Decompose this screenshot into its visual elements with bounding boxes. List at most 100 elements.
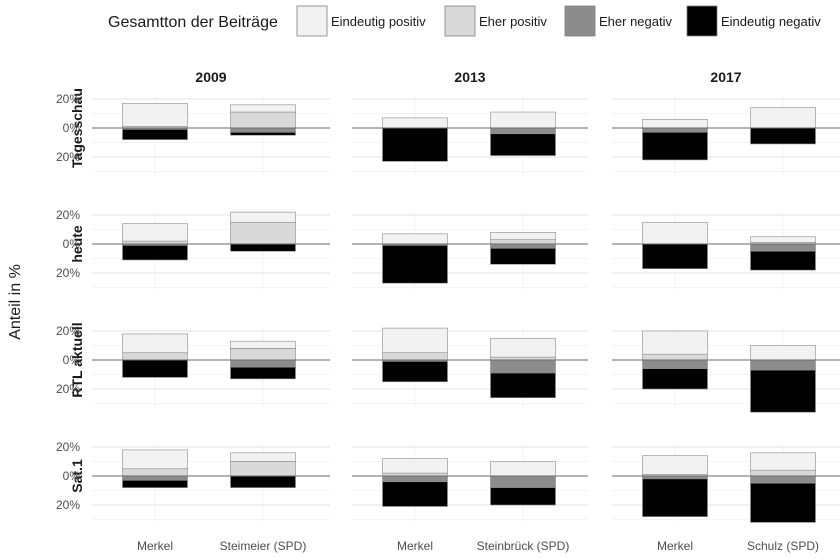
bar-segment-rtl-aktuell-2017-schulz-spd-eindeutig-negativ — [750, 369, 816, 413]
x-tick-label-steimeier-spd: Steimeier (SPD) — [220, 539, 307, 553]
bar-segment-sat-1-2009-merkel-eindeutig-negativ — [122, 480, 188, 488]
bar-segment-rtl-aktuell-2009-steimeier-spd-eindeutig-positiv — [230, 340, 296, 349]
bar-segment-rtl-aktuell-2017-merkel-eher-positiv — [642, 353, 708, 361]
bar-segment-rtl-aktuell-2013-steinbr-ck-spd-eher-negativ — [490, 359, 556, 374]
facet-label-2017: 2017 — [710, 69, 741, 85]
bar-segment-tagesschau-2013-merkel-eindeutig-positiv — [382, 117, 448, 129]
bar-segment-sat-1-2009-merkel-eindeutig-positiv — [122, 449, 188, 470]
legend-swatch-eindeutig-positiv — [296, 5, 328, 37]
bar-segment-sat-1-2017-schulz-spd-eindeutig-negativ — [750, 482, 816, 523]
facet-row-label-heute: heute — [69, 225, 85, 263]
facet-label-2013: 2013 — [454, 69, 485, 85]
bar-segment-tagesschau-2009-steimeier-spd-eher-positiv — [230, 111, 296, 129]
legend-label-eher-positiv: Eher positiv — [479, 14, 547, 29]
bar-segment-rtl-aktuell-2017-schulz-spd-eher-negativ — [750, 359, 816, 371]
bar-segment-heute-2009-steimeier-spd-eindeutig-negativ — [230, 243, 296, 252]
bar-segment-heute-2013-merkel-eindeutig-positiv — [382, 233, 448, 245]
bar-segment-heute-2017-schulz-spd-eindeutig-negativ — [750, 250, 816, 271]
bar-segment-heute-2017-schulz-spd-eindeutig-positiv — [750, 236, 816, 243]
bar-segment-sat-1-2009-steimeier-spd-eher-positiv — [230, 461, 296, 477]
y-axis-title: Anteil in % — [7, 264, 24, 340]
bar-segment-heute-2009-steimeier-spd-eindeutig-positiv — [230, 211, 296, 223]
y-tick-label: 0% — [63, 469, 81, 483]
bar-segment-tagesschau-2009-steimeier-spd-eher-negativ — [230, 127, 296, 133]
bar-segment-sat-1-2013-merkel-eher-negativ — [382, 475, 448, 483]
legend-swatch-eindeutig-negativ — [686, 5, 718, 37]
bar-segment-tagesschau-2017-merkel-eher-negativ — [642, 127, 708, 133]
y-tick-label: 20% — [56, 324, 80, 338]
x-tick-label-steinbr-ck-spd: Steinbrück (SPD) — [477, 539, 570, 553]
bar-segment-sat-1-2009-steimeier-spd-eindeutig-negativ — [230, 475, 296, 488]
bar-segment-sat-1-2017-schulz-spd-eher-positiv — [750, 469, 816, 477]
y-tick-label: 0% — [63, 121, 81, 135]
legend-title: Gesamtton der Beiträge — [108, 14, 278, 31]
bar-segment-rtl-aktuell-2013-steinbr-ck-spd-eindeutig-negativ — [490, 372, 556, 398]
bar-segment-tagesschau-2013-steinbr-ck-spd-eher-negativ — [490, 127, 556, 135]
bar-segment-rtl-aktuell-2017-merkel-eindeutig-negativ — [642, 368, 708, 390]
bar-segment-rtl-aktuell-2009-steimeier-spd-eher-negativ — [230, 359, 296, 368]
bar-segment-sat-1-2017-schulz-spd-eindeutig-positiv — [750, 452, 816, 471]
bar-segment-sat-1-2013-steinbr-ck-spd-eindeutig-negativ — [490, 487, 556, 506]
bar-segment-sat-1-2013-merkel-eindeutig-positiv — [382, 458, 448, 474]
bar-segment-tagesschau-2017-schulz-spd-eindeutig-negativ — [750, 127, 816, 145]
bar-segment-rtl-aktuell-2009-steimeier-spd-eher-positiv — [230, 348, 296, 361]
facet-label-2009: 2009 — [195, 69, 226, 85]
x-tick-label-merkel: Merkel — [137, 539, 173, 553]
bar-segment-heute-2013-merkel-eindeutig-negativ — [382, 245, 448, 284]
legend-label-eindeutig-negativ: Eindeutig negativ — [721, 14, 821, 29]
bar-segment-sat-1-2009-merkel-eher-negativ — [122, 475, 188, 481]
facet-row-label-rtl-aktuell: RTL aktuell — [69, 322, 85, 397]
bar-segment-sat-1-2013-steinbr-ck-spd-eher-negativ — [490, 475, 556, 488]
bar-segment-tagesschau-2009-steimeier-spd-eindeutig-positiv — [230, 104, 296, 113]
bar-segment-tagesschau-2009-merkel-eindeutig-positiv — [122, 103, 188, 127]
y-tick-label: 20% — [56, 498, 80, 512]
bar-segment-tagesschau-2013-steinbr-ck-spd-eindeutig-negativ — [490, 133, 556, 156]
bar-segment-heute-2009-merkel-eindeutig-negativ — [122, 245, 188, 261]
bar-segment-sat-1-2017-merkel-eindeutig-negativ — [642, 478, 708, 517]
legend-swatch-eher-positiv — [444, 5, 476, 37]
y-tick-label: 20% — [56, 92, 80, 106]
bar-segment-rtl-aktuell-2009-merkel-eindeutig-negativ — [122, 359, 188, 378]
bar-segment-rtl-aktuell-2013-merkel-eindeutig-positiv — [382, 327, 448, 354]
bar-segment-heute-2017-schulz-spd-eher-negativ — [750, 243, 816, 252]
legend-label-eindeutig-positiv: Eindeutig positiv — [331, 14, 426, 29]
bar-segment-tagesschau-2017-merkel-eindeutig-negativ — [642, 132, 708, 161]
y-tick-label: 0% — [63, 353, 81, 367]
bar-segment-tagesschau-2017-schulz-spd-eindeutig-positiv — [750, 107, 816, 129]
bar-segment-sat-1-2017-merkel-eindeutig-positiv — [642, 455, 708, 475]
bar-segment-sat-1-2009-steimeier-spd-eindeutig-positiv — [230, 452, 296, 462]
bar-segment-tagesschau-2013-steinbr-ck-spd-eindeutig-positiv — [490, 111, 556, 129]
bar-segment-heute-2013-steinbr-ck-spd-eher-negativ — [490, 243, 556, 249]
y-tick-label: 20% — [56, 266, 80, 280]
bar-segment-sat-1-2009-merkel-eher-positiv — [122, 468, 188, 477]
bar-segment-rtl-aktuell-2013-merkel-eher-positiv — [382, 352, 448, 361]
bar-segment-heute-2013-steinbr-ck-spd-eindeutig-positiv — [490, 232, 556, 240]
x-tick-label-merkel: Merkel — [397, 539, 433, 553]
bar-segment-heute-2009-merkel-eindeutig-positiv — [122, 223, 188, 242]
bar-segment-rtl-aktuell-2009-merkel-eher-positiv — [122, 352, 188, 361]
y-tick-label: 20% — [56, 208, 80, 222]
y-tick-label: 20% — [56, 440, 80, 454]
bar-segment-rtl-aktuell-2009-merkel-eindeutig-positiv — [122, 333, 188, 354]
bar-segment-heute-2009-steimeier-spd-eher-positiv — [230, 221, 296, 245]
bar-segment-rtl-aktuell-2013-steinbr-ck-spd-eindeutig-positiv — [490, 337, 556, 358]
bar-segment-tagesschau-2009-steimeier-spd-eindeutig-negativ — [230, 132, 296, 136]
bar-segment-heute-2013-steinbr-ck-spd-eher-positiv — [490, 239, 556, 245]
bar-segment-sat-1-2013-steinbr-ck-spd-eindeutig-positiv — [490, 461, 556, 477]
bar-segment-heute-2017-merkel-eindeutig-positiv — [642, 221, 708, 245]
bar-segment-tagesschau-2017-merkel-eindeutig-positiv — [642, 119, 708, 129]
bar-segment-tagesschau-2013-merkel-eindeutig-negativ — [382, 127, 448, 162]
bar-segment-rtl-aktuell-2017-merkel-eher-negativ — [642, 359, 708, 369]
facet-row-label-tagesschau: Tagesschau — [69, 88, 85, 168]
bar-segment-sat-1-2017-schulz-spd-eher-negativ — [750, 475, 816, 484]
facet-row-label-sat-1: Sat.1 — [69, 459, 85, 493]
legend-swatch-eher-negativ — [564, 5, 596, 37]
bar-segment-rtl-aktuell-2017-schulz-spd-eindeutig-positiv — [750, 345, 816, 361]
y-tick-label: 0% — [63, 237, 81, 251]
bar-segment-heute-2017-merkel-eindeutig-negativ — [642, 243, 708, 269]
bar-segment-rtl-aktuell-2017-merkel-eindeutig-positiv — [642, 330, 708, 355]
x-tick-label-schulz-spd: Schulz (SPD) — [747, 539, 819, 553]
x-tick-label-merkel: Merkel — [657, 539, 693, 553]
